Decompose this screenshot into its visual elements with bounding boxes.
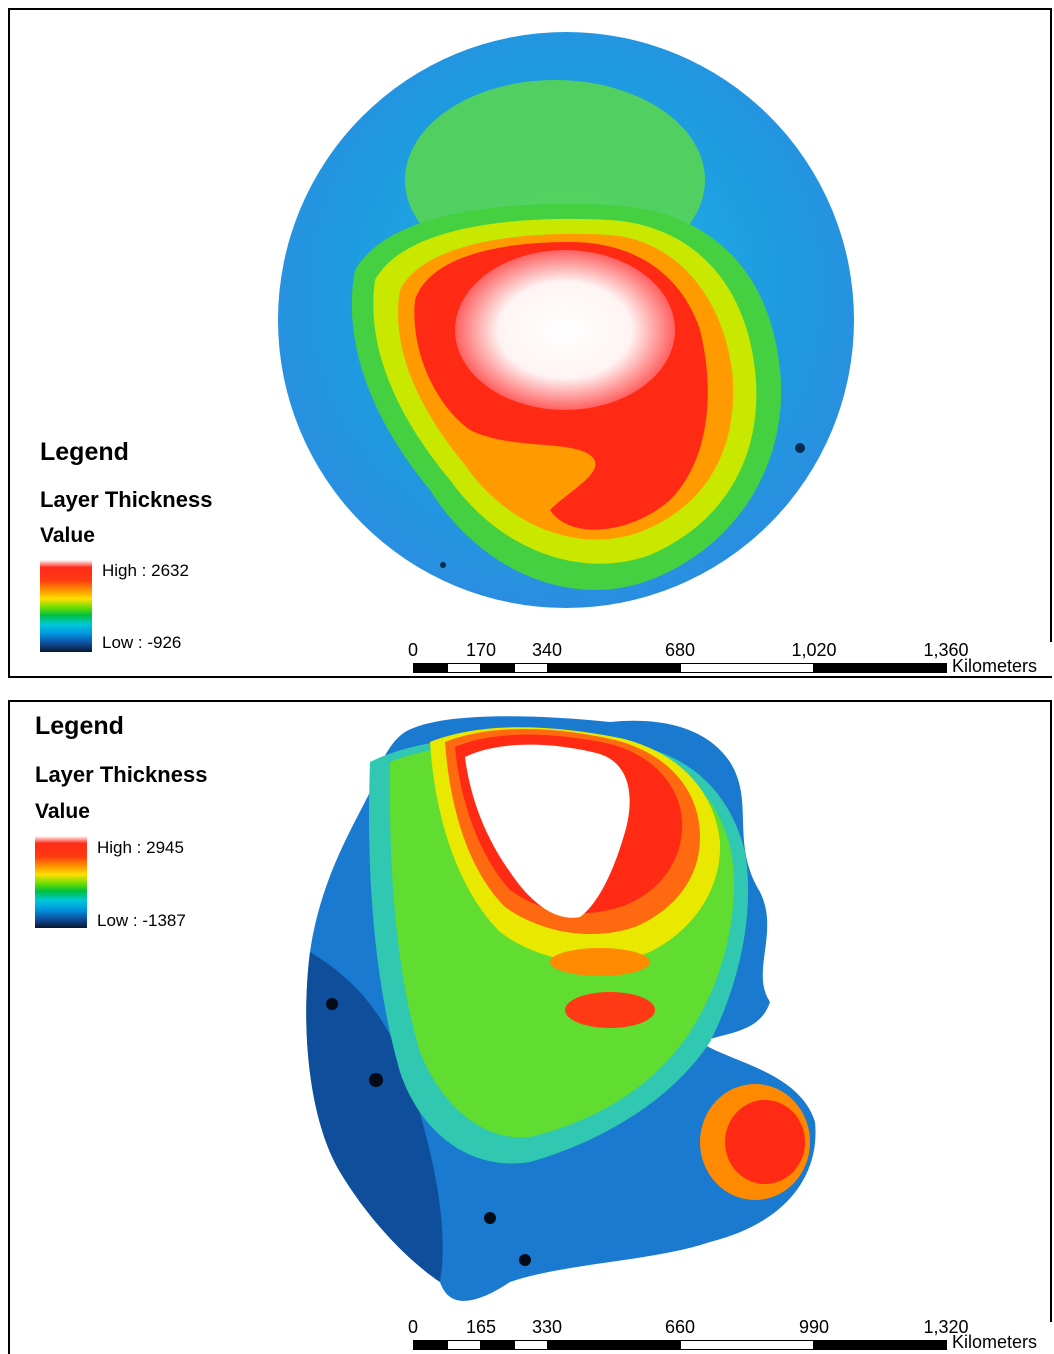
legend-layer-name: Layer Thickness [40, 487, 213, 512]
legend-high-label: High : 2632 [102, 561, 189, 580]
crater [369, 1073, 383, 1087]
legend-layer-name: Layer Thickness [35, 762, 208, 787]
red-streak [565, 992, 655, 1028]
legend-bottom: Legend Layer Thickness Value High : 2945… [35, 712, 285, 942]
crater [440, 562, 446, 568]
orange-streak [550, 948, 650, 976]
legend-field-name: Value [40, 524, 95, 547]
crater [519, 1254, 531, 1266]
crater [795, 443, 805, 453]
legend-low-label: Low : -926 [102, 633, 182, 652]
thickness-map-north [278, 32, 854, 608]
legend-field-name: Value [35, 800, 90, 823]
red-dome [725, 1100, 805, 1184]
white-core [465, 744, 630, 918]
legend-title: Legend [35, 712, 124, 740]
color-ramp [35, 836, 87, 928]
legend-high-label: High : 2945 [97, 838, 184, 857]
crater [326, 998, 338, 1010]
legend-title: Legend [40, 438, 129, 466]
color-ramp [40, 560, 92, 652]
map-panel-bottom: Legend Layer Thickness Value High : 2945… [8, 700, 1052, 1354]
map-panel-top: Legend Layer Thickness Value High : 2632… [8, 8, 1052, 678]
legend-low-label: Low : -1387 [97, 911, 186, 930]
dark-west-region [306, 952, 443, 1282]
thickness-map-south [306, 716, 816, 1301]
white-core [455, 250, 675, 410]
crater [484, 1212, 496, 1224]
legend-top: Legend Layer Thickness Value High : 2632… [40, 438, 290, 658]
